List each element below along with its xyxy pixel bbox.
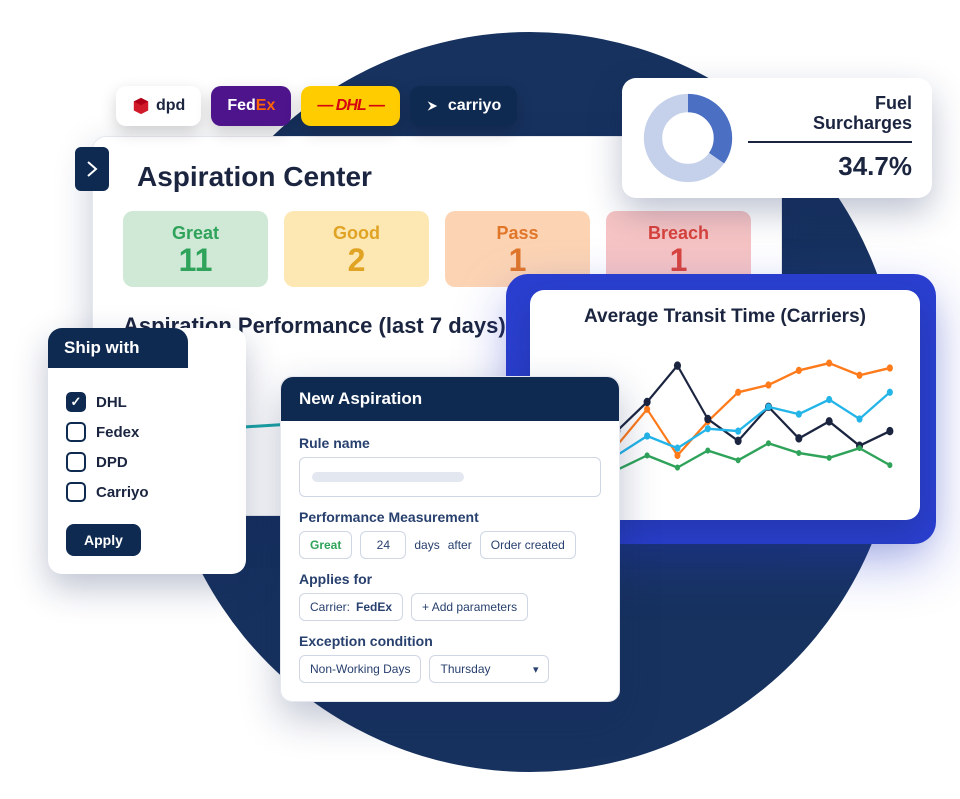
filter-option-label: Carriyo — [96, 484, 149, 501]
filter-option-fedex[interactable]: Fedex — [66, 422, 228, 442]
form-title: New Aspiration — [281, 377, 619, 421]
rule-name-label: Rule name — [299, 435, 601, 451]
perf-days-unit: days — [414, 538, 439, 552]
exception-type-chip[interactable]: Non-Working Days — [299, 655, 421, 683]
new-aspiration-form: New Aspiration Rule name Performance Mea… — [280, 376, 620, 702]
perf-quality-select[interactable]: Great — [299, 531, 352, 559]
stat-great[interactable]: Great11 — [123, 211, 268, 287]
carrier-pill-fedex[interactable]: FedEx — [211, 86, 291, 126]
stat-good[interactable]: Good2 — [284, 211, 429, 287]
filter-title: Ship with — [48, 328, 188, 368]
checkbox-icon — [66, 392, 86, 412]
perf-after-label: after — [448, 538, 472, 552]
carrier-pills-row: dpdFedEx— DHL — carriyo — [116, 86, 517, 126]
card-tab[interactable] — [75, 147, 109, 191]
fuel-title: FuelSurcharges — [748, 94, 912, 134]
tab-arrow-icon — [86, 160, 98, 178]
carrier-pill-dhl[interactable]: — DHL — — [301, 86, 399, 126]
checkbox-icon — [66, 422, 86, 442]
transit-title: Average Transit Time (Carriers) — [548, 306, 902, 328]
input-placeholder-shimmer — [312, 472, 464, 482]
perf-days-input[interactable]: 24 — [360, 531, 406, 559]
add-parameters-button[interactable]: + Add parameters — [411, 593, 528, 621]
checkbox-icon — [66, 452, 86, 472]
perf-event-select[interactable]: Order created — [480, 531, 576, 559]
rule-name-input[interactable] — [299, 457, 601, 497]
filter-option-label: DPD — [96, 454, 128, 471]
donut-chart — [642, 92, 734, 184]
exception-condition-label: Exception condition — [299, 633, 601, 649]
filter-option-label: DHL — [96, 394, 127, 411]
checkbox-icon — [66, 482, 86, 502]
filter-option-dhl[interactable]: DHL — [66, 392, 228, 412]
fuel-value: 34.7% — [748, 151, 912, 182]
applies-chip[interactable]: Carrier:FedEx — [299, 593, 403, 621]
applies-for-label: Applies for — [299, 571, 601, 587]
dpd-cube-icon — [132, 97, 150, 115]
filter-option-carriyo[interactable]: Carriyo — [66, 482, 228, 502]
apply-button[interactable]: Apply — [66, 524, 141, 556]
carrier-pill-dpd[interactable]: dpd — [116, 86, 201, 126]
ship-with-filter-card: Ship with DHL Fedex DPD Carriyo Apply — [48, 328, 246, 574]
carriyo-arrow-icon — [426, 98, 442, 114]
filter-option-dpd[interactable]: DPD — [66, 452, 228, 472]
exception-day-select[interactable]: Thursday▾ — [429, 655, 549, 683]
perf-measurement-label: Performance Measurement — [299, 509, 601, 525]
filter-option-label: Fedex — [96, 424, 139, 441]
carrier-pill-carriyo[interactable]: carriyo — [410, 86, 517, 126]
fuel-surcharges-card: FuelSurcharges 34.7% — [622, 78, 932, 198]
chevron-down-icon: ▾ — [533, 663, 539, 676]
